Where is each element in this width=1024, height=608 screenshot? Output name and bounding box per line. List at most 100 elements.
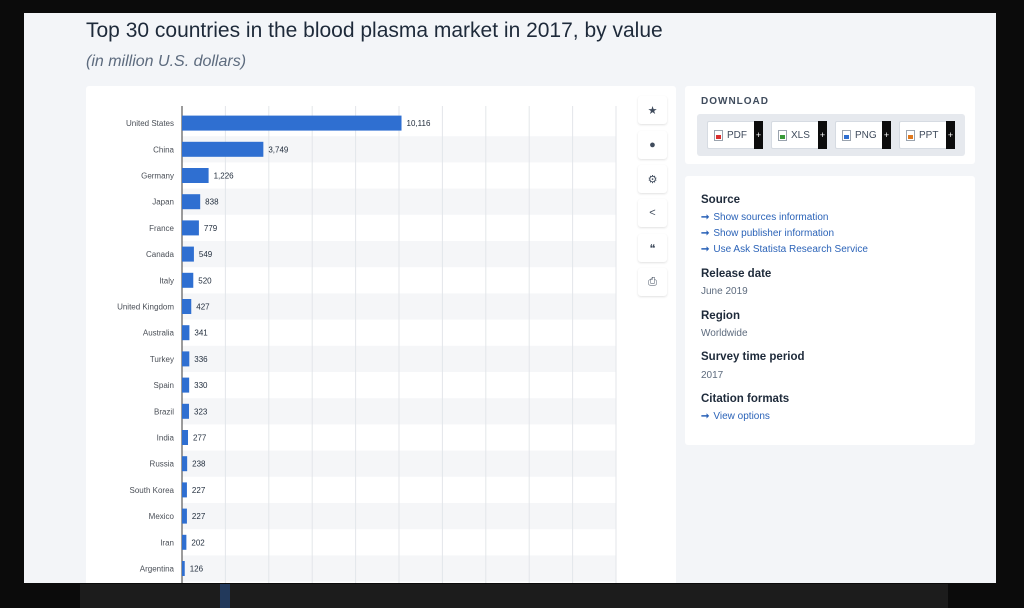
bar[interactable]: [182, 141, 264, 157]
download-png-label: PNG: [855, 129, 877, 141]
download-pdf-label: PDF: [727, 129, 747, 141]
plus-icon: +: [946, 121, 955, 149]
survey-period-value: 2017: [701, 370, 724, 381]
region-heading: Region: [701, 310, 740, 322]
category-label: China: [153, 145, 174, 154]
category-label: Russia: [150, 460, 175, 469]
download-strip: PDF + XLS + PNG + PPT +: [697, 114, 965, 156]
bar[interactable]: [182, 168, 209, 183]
value-label: 3,749: [268, 145, 289, 154]
category-label: Germany: [141, 172, 174, 181]
value-label: 10,116: [407, 119, 431, 128]
value-label: 227: [192, 486, 206, 495]
backdrop-bar: [220, 584, 230, 608]
bar[interactable]: [182, 220, 199, 236]
bar[interactable]: [182, 561, 185, 576]
category-label: Canada: [146, 250, 175, 259]
bar[interactable]: [182, 272, 194, 288]
category-label: Turkey: [150, 355, 174, 364]
star-icon: ★: [647, 104, 658, 117]
category-label: Argentina: [140, 565, 175, 574]
download-xls-button[interactable]: XLS +: [771, 121, 827, 149]
bar[interactable]: [182, 403, 190, 419]
bar[interactable]: [182, 299, 192, 314]
bar[interactable]: [182, 246, 194, 262]
quote-icon: ❝: [649, 242, 656, 255]
download-panel: DOWNLOAD PDF + XLS + PNG + PPT +: [685, 86, 975, 164]
view-options-label: View options: [713, 411, 770, 422]
category-label: Japan: [152, 198, 174, 207]
statistic-page: Top 30 countries in the blood plasma mar…: [24, 13, 996, 583]
gear-icon: ⚙: [647, 173, 658, 186]
favorite-button[interactable]: ★: [638, 96, 667, 124]
arrow-right-icon: ➞: [701, 244, 710, 255]
chart-title: Top 30 countries in the blood plasma mar…: [86, 19, 663, 42]
bar[interactable]: [182, 325, 190, 341]
arrow-right-icon: ➞: [701, 228, 710, 239]
show-sources-label: Show sources information: [713, 212, 829, 223]
citation-button[interactable]: ❝: [638, 234, 667, 262]
download-ppt-label: PPT: [919, 129, 939, 141]
value-label: 549: [199, 250, 213, 259]
bell-icon: ●: [649, 139, 656, 151]
value-label: 427: [196, 303, 210, 312]
release-date-value: June 2019: [701, 286, 748, 297]
bar[interactable]: [182, 482, 187, 498]
download-title: DOWNLOAD: [701, 96, 769, 107]
value-label: 323: [194, 407, 208, 416]
share-button[interactable]: <: [638, 199, 667, 227]
ask-statista-link[interactable]: ➞ Use Ask Statista Research Service: [701, 244, 868, 255]
bar[interactable]: [182, 115, 402, 131]
ppt-file-icon: [906, 129, 915, 141]
value-label: 126: [190, 565, 204, 574]
chart-subtitle: (in million U.S. dollars): [86, 53, 247, 70]
plus-icon: +: [818, 121, 827, 149]
category-label: Brazil: [154, 407, 174, 416]
citation-heading: Citation formats: [701, 393, 790, 405]
download-pdf-button[interactable]: PDF +: [707, 121, 763, 149]
value-label: 227: [192, 512, 206, 521]
bar[interactable]: [182, 534, 187, 550]
bar[interactable]: [182, 508, 187, 524]
info-panel: Source ➞ Show sources information ➞ Show p…: [685, 176, 975, 445]
category-label: United States: [126, 119, 174, 128]
arrow-right-icon: ➞: [701, 411, 710, 422]
view-options-link[interactable]: ➞ View options: [701, 411, 770, 422]
category-label: India: [157, 434, 175, 443]
category-label: Iran: [160, 538, 174, 547]
settings-button[interactable]: ⚙: [638, 165, 667, 193]
bar[interactable]: [182, 351, 190, 367]
source-heading: Source: [701, 194, 740, 206]
notification-button[interactable]: ●: [638, 131, 667, 159]
bar-chart: United States 10,116 China 3,749 Germany 1,22…: [117, 106, 617, 583]
show-publisher-link[interactable]: ➞ Show publisher information: [701, 228, 834, 239]
chart-card: United States 10,116 China 3,749 Germany 1,22…: [86, 86, 676, 583]
download-png-button[interactable]: PNG +: [835, 121, 891, 149]
category-label: Australia: [143, 329, 175, 338]
value-label: 202: [191, 538, 205, 547]
category-label: Italy: [159, 276, 174, 285]
bar[interactable]: [182, 430, 189, 445]
print-button[interactable]: ⎙: [638, 268, 667, 296]
bar[interactable]: [182, 377, 190, 393]
region-value: Worldwide: [701, 328, 748, 339]
bar[interactable]: [182, 194, 201, 210]
show-publisher-label: Show publisher information: [713, 228, 835, 239]
print-icon: ⎙: [648, 275, 657, 288]
release-date-heading: Release date: [701, 268, 772, 280]
value-label: 779: [204, 224, 218, 233]
share-icon: <: [649, 207, 656, 219]
bar[interactable]: [182, 456, 188, 472]
show-sources-link[interactable]: ➞ Show sources information: [701, 212, 828, 223]
category-label: South Korea: [130, 486, 175, 495]
plus-icon: +: [882, 121, 891, 149]
value-label: 838: [205, 198, 219, 207]
category-label: Spain: [154, 381, 174, 390]
value-label: 277: [193, 434, 207, 443]
download-ppt-button[interactable]: PPT +: [899, 121, 955, 149]
png-file-icon: [842, 129, 851, 141]
category-label: United Kingdom: [117, 303, 174, 312]
pdf-file-icon: [714, 129, 723, 141]
backdrop-band: [80, 584, 948, 608]
value-label: 1,226: [214, 172, 235, 181]
